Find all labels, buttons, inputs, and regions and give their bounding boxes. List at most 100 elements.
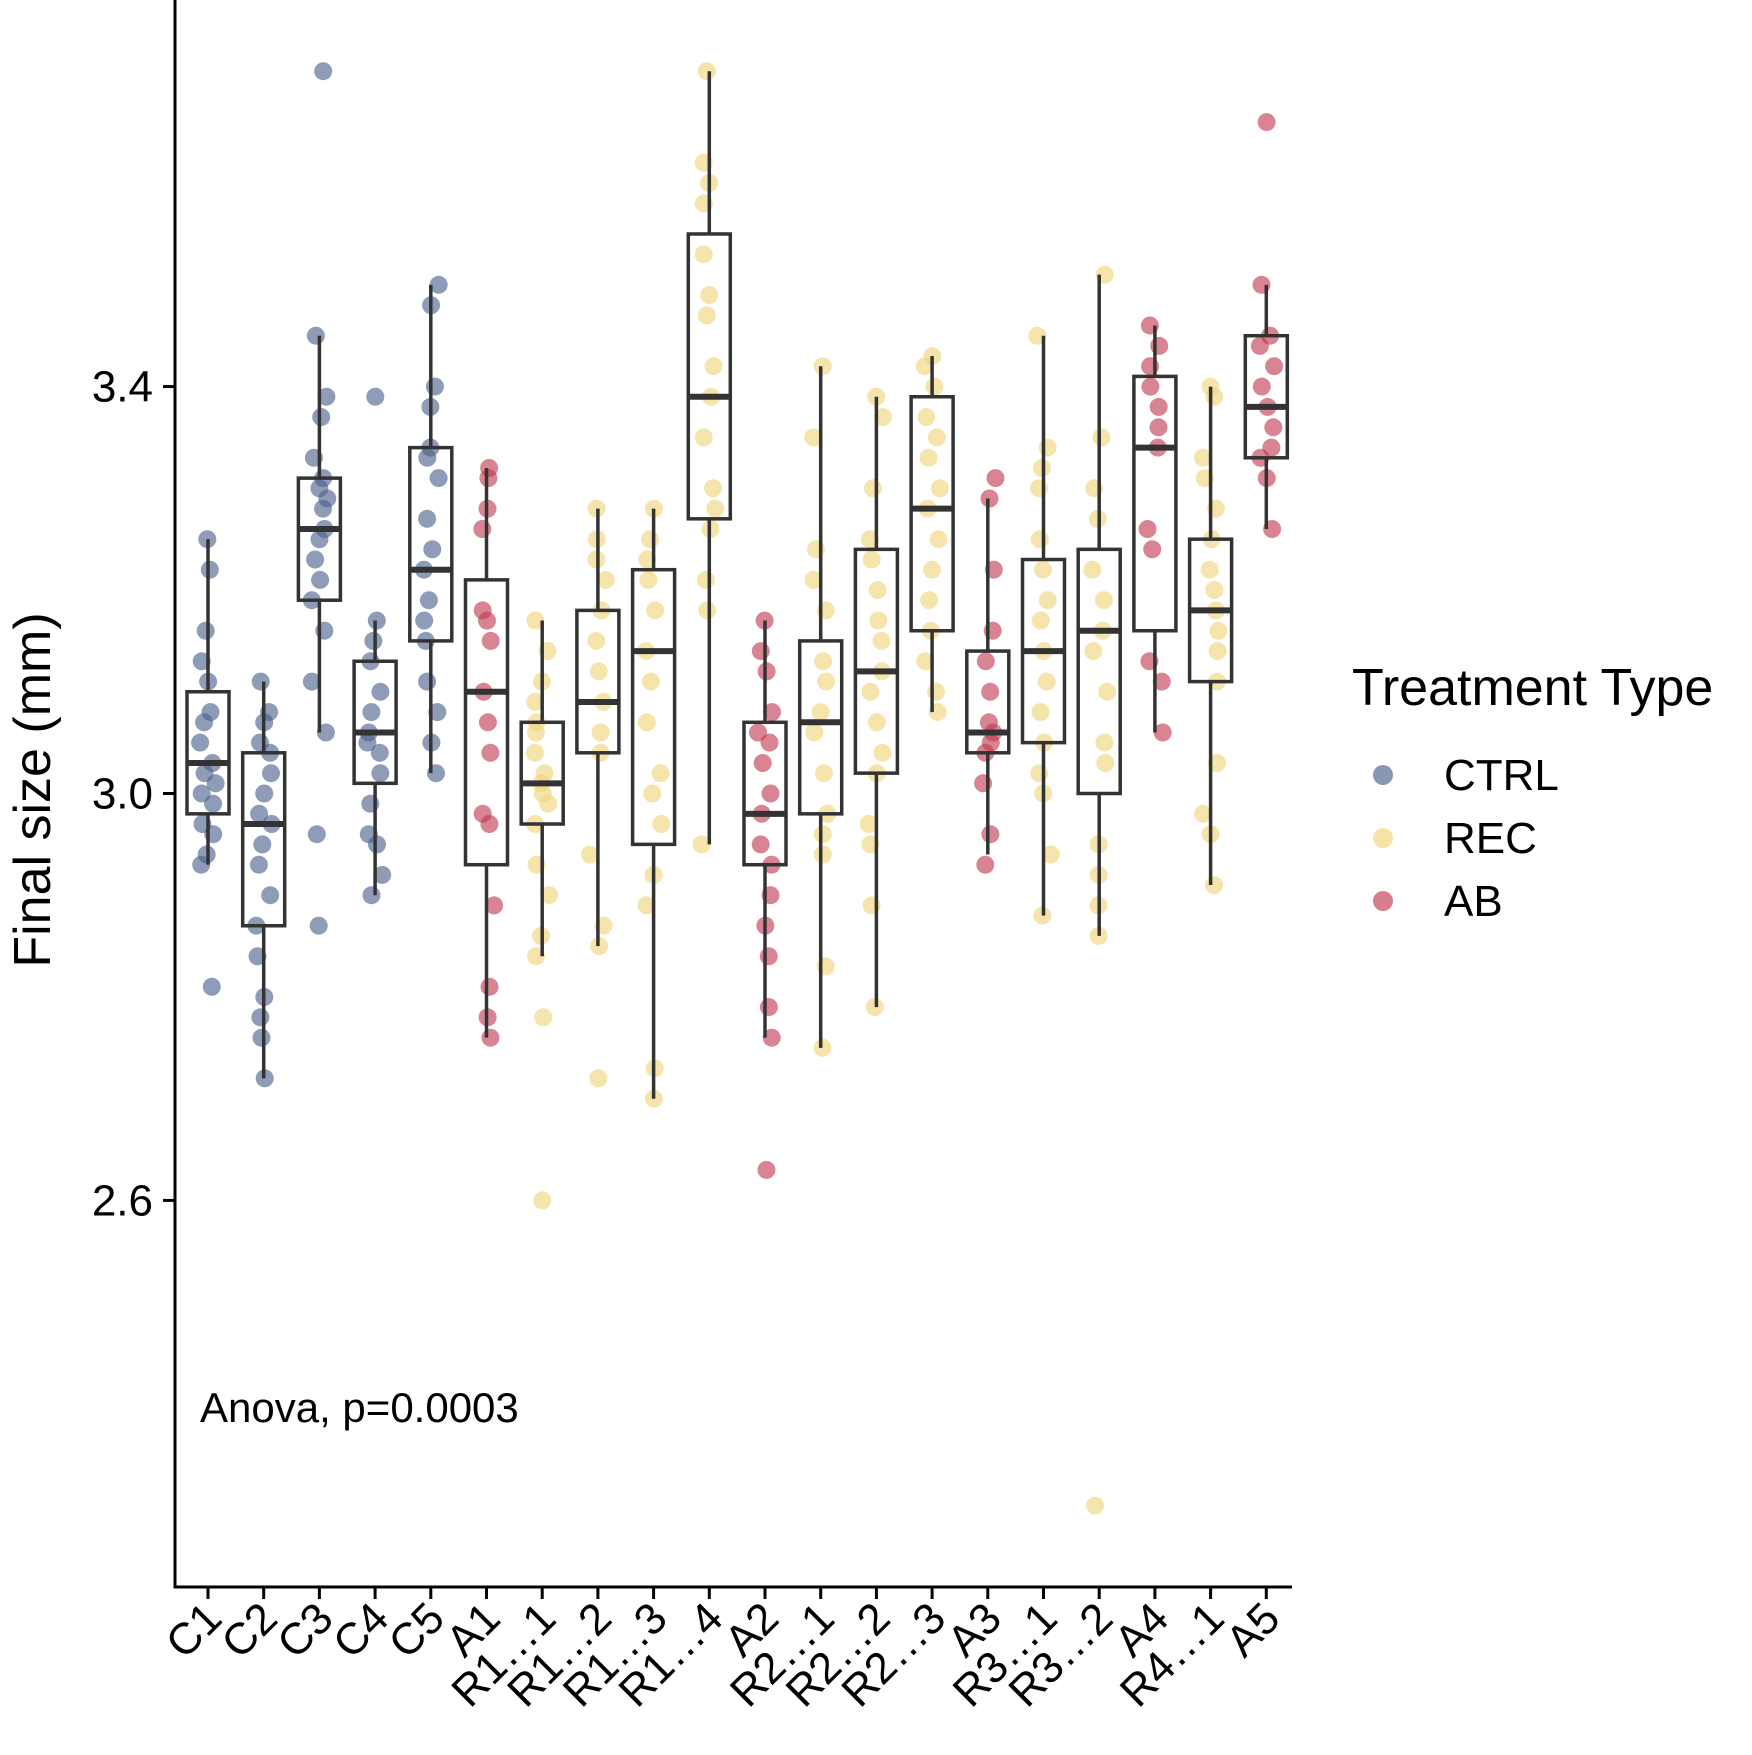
data-point (250, 804, 269, 823)
data-point (874, 408, 892, 427)
data-point (651, 764, 670, 783)
data-point (638, 550, 657, 569)
data-point (249, 855, 268, 874)
data-point (641, 672, 660, 691)
data-point (751, 642, 770, 661)
data-point (749, 723, 767, 742)
box (909, 395, 955, 633)
y-axis-title: Final size (mm) (4, 612, 62, 967)
group-A4 (1132, 316, 1178, 742)
data-point (698, 601, 717, 620)
data-point (700, 286, 719, 304)
group-A2 (742, 611, 788, 1179)
group-C2 (240, 672, 287, 1088)
data-point (859, 815, 878, 833)
data-point (762, 1028, 781, 1047)
data-point (533, 1191, 552, 1210)
data-point (317, 387, 336, 406)
group-C4 (352, 387, 398, 905)
box (630, 567, 677, 847)
data-point (252, 1028, 271, 1047)
data-point (927, 682, 946, 701)
data-point (1141, 377, 1160, 396)
data-point (1262, 438, 1281, 457)
box (797, 639, 844, 816)
data-point (1209, 621, 1228, 640)
data-point (929, 530, 948, 549)
data-point (637, 896, 656, 915)
data-point (415, 611, 434, 630)
data-point (1152, 672, 1171, 691)
data-point (1200, 560, 1219, 579)
data-point (478, 713, 497, 732)
data-point (694, 245, 713, 264)
data-point (704, 357, 723, 376)
data-point (757, 1160, 776, 1179)
data-point (927, 428, 946, 447)
data-point (418, 672, 437, 691)
data-point (1264, 418, 1283, 437)
group-R2-2 (853, 387, 900, 1017)
legend-swatch-ctrl (1373, 765, 1393, 785)
data-point (1041, 845, 1060, 864)
data-point (526, 692, 545, 711)
data-point (759, 998, 778, 1017)
y-ticks: 2.6 3.0 3.4 (92, 363, 175, 1225)
data-point (805, 723, 824, 742)
data-point (761, 784, 780, 803)
data-point (1193, 448, 1212, 467)
data-point (1194, 804, 1212, 823)
data-point (473, 520, 492, 538)
data-point (694, 428, 713, 447)
data-point (1150, 336, 1169, 355)
data-point (362, 886, 381, 905)
data-point (643, 784, 662, 803)
group-A1 (463, 459, 510, 1047)
box (686, 232, 733, 521)
data-point (1207, 754, 1226, 772)
data-point (423, 540, 442, 559)
data-point (370, 743, 389, 762)
legend: Treatment Type CTRL REC AB (1352, 659, 1713, 926)
group-R2-1 (797, 357, 844, 1057)
data-point (251, 733, 269, 752)
group-R3-2 (1076, 265, 1122, 1515)
data-point (196, 621, 215, 640)
data-point (1031, 611, 1050, 630)
box (853, 547, 900, 775)
data-point (813, 845, 832, 864)
data-point (1083, 560, 1102, 579)
data-point (425, 377, 444, 396)
data-point (1095, 733, 1114, 752)
data-point (916, 652, 935, 671)
data-point (923, 560, 941, 579)
data-point (526, 743, 544, 762)
data-point (751, 835, 770, 854)
group-C1 (185, 530, 231, 996)
data-point (371, 682, 390, 701)
legend-title: Treatment Type (1352, 659, 1713, 717)
data-point (1096, 754, 1115, 772)
data-point (316, 723, 335, 742)
data-point (816, 672, 835, 691)
data-point (1086, 1496, 1104, 1515)
data-point (813, 357, 832, 376)
data-point (862, 550, 881, 569)
data-point (706, 499, 725, 518)
group-R4-1 (1187, 377, 1234, 895)
group-R1-3 (630, 499, 677, 1108)
data-point (311, 570, 330, 589)
data-point (861, 530, 879, 549)
data-point (637, 713, 656, 732)
data-point (646, 601, 665, 620)
data-point (697, 306, 716, 325)
data-point (1149, 397, 1168, 416)
data-point (359, 825, 378, 844)
box (519, 720, 565, 826)
data-point (814, 652, 833, 671)
data-point (302, 672, 321, 691)
data-point (373, 865, 392, 884)
data-point (1143, 540, 1162, 559)
data-point (981, 825, 1000, 844)
data-point (1030, 764, 1049, 783)
